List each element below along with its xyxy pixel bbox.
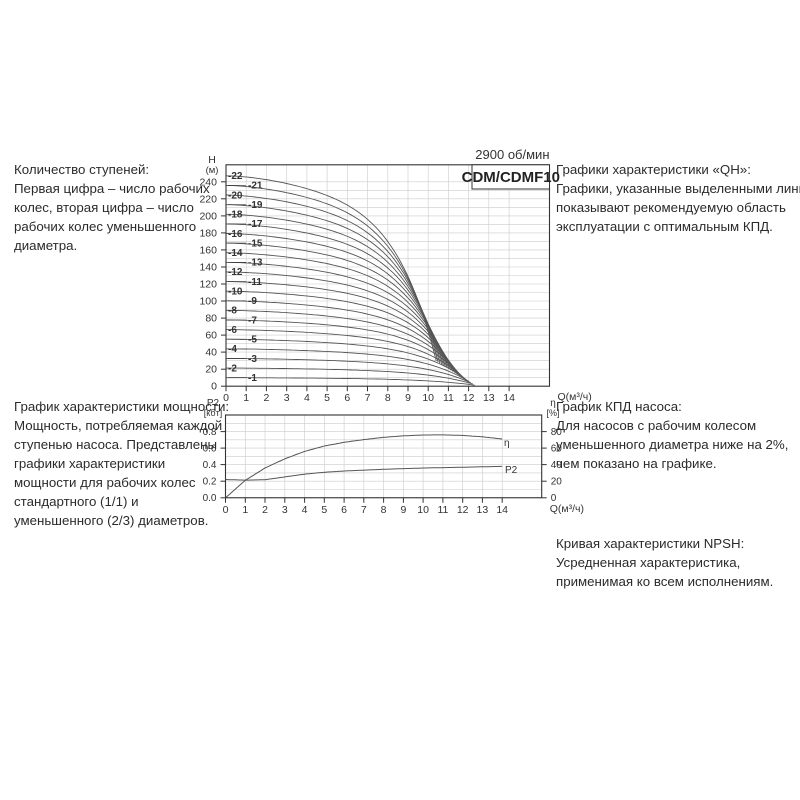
svg-text:40: 40	[551, 460, 563, 471]
svg-text:6: 6	[344, 392, 350, 404]
svg-text:8: 8	[385, 392, 391, 404]
svg-text:-10: -10	[228, 287, 243, 298]
svg-text:20: 20	[551, 477, 563, 488]
svg-text:-3: -3	[248, 354, 257, 365]
svg-text:0: 0	[223, 504, 229, 516]
svg-text:3: 3	[284, 392, 290, 404]
svg-text:0.4: 0.4	[203, 460, 217, 471]
svg-text:(м): (м)	[206, 165, 219, 176]
svg-text:12: 12	[457, 504, 469, 516]
svg-text:6: 6	[341, 504, 347, 516]
svg-text:11: 11	[443, 392, 454, 404]
svg-text:14: 14	[503, 392, 515, 404]
svg-text:[%]: [%]	[546, 408, 559, 418]
svg-text:-15: -15	[248, 238, 263, 249]
svg-text:-14: -14	[228, 248, 243, 259]
svg-text:10: 10	[422, 392, 434, 404]
svg-text:-18: -18	[228, 210, 243, 221]
svg-text:12: 12	[463, 392, 475, 404]
svg-text:-12: -12	[228, 267, 243, 278]
svg-text:13: 13	[483, 392, 495, 404]
svg-text:8: 8	[381, 504, 387, 516]
svg-text:2: 2	[263, 392, 269, 404]
svg-text:60: 60	[551, 444, 563, 455]
svg-text:-4: -4	[228, 344, 237, 355]
svg-text:0.0: 0.0	[203, 493, 217, 504]
svg-text:-2: -2	[228, 363, 237, 374]
svg-text:10: 10	[417, 504, 429, 516]
svg-text:100: 100	[199, 296, 217, 308]
svg-text:220: 220	[199, 193, 217, 205]
svg-text:80: 80	[205, 313, 217, 325]
svg-text:180: 180	[199, 227, 217, 239]
svg-text:4: 4	[302, 504, 308, 516]
svg-text:-7: -7	[248, 315, 257, 326]
svg-text:3: 3	[282, 504, 288, 516]
svg-text:[кбт]: [кбт]	[204, 408, 222, 418]
svg-text:160: 160	[199, 244, 217, 256]
svg-text:-13: -13	[248, 258, 263, 269]
svg-text:9: 9	[400, 504, 406, 516]
svg-text:7: 7	[361, 504, 367, 516]
svg-text:240: 240	[199, 176, 217, 188]
svg-text:CDM/CDMF10: CDM/CDMF10	[462, 169, 560, 186]
svg-text:200: 200	[199, 210, 217, 222]
svg-text:-22: -22	[228, 171, 243, 182]
svg-text:120: 120	[199, 279, 217, 291]
svg-text:0: 0	[211, 381, 217, 393]
svg-text:0: 0	[223, 392, 229, 404]
svg-text:0.6: 0.6	[203, 444, 217, 455]
svg-text:80: 80	[551, 427, 563, 438]
svg-text:-17: -17	[248, 219, 263, 230]
svg-text:20: 20	[205, 364, 217, 376]
svg-text:-19: -19	[248, 200, 263, 211]
svg-text:Q(м³/ч): Q(м³/ч)	[558, 391, 592, 403]
svg-text:P2: P2	[505, 465, 518, 476]
svg-text:-20: -20	[228, 190, 243, 201]
svg-text:5: 5	[321, 504, 327, 516]
svg-text:60: 60	[205, 330, 217, 342]
svg-text:13: 13	[477, 504, 489, 516]
svg-text:14: 14	[496, 504, 508, 516]
svg-text:0.8: 0.8	[203, 427, 217, 438]
svg-text:-11: -11	[248, 277, 262, 288]
svg-text:-21: -21	[248, 181, 263, 192]
svg-text:Q(м³/ч): Q(м³/ч)	[550, 503, 584, 515]
svg-text:4: 4	[304, 392, 310, 404]
svg-text:-16: -16	[228, 229, 243, 240]
svg-text:η: η	[504, 438, 510, 449]
svg-text:2900 об/мин: 2900 об/мин	[475, 147, 549, 162]
svg-text:9: 9	[405, 392, 411, 404]
svg-text:11: 11	[437, 504, 448, 516]
svg-text:1: 1	[242, 504, 248, 516]
svg-text:-6: -6	[228, 325, 237, 336]
svg-text:-1: -1	[248, 373, 257, 384]
svg-text:140: 140	[199, 262, 217, 274]
svg-text:-8: -8	[228, 306, 237, 317]
svg-text:-5: -5	[248, 335, 257, 346]
svg-text:0.2: 0.2	[203, 477, 217, 488]
svg-text:-9: -9	[248, 296, 257, 307]
svg-text:7: 7	[365, 392, 371, 404]
svg-text:40: 40	[205, 347, 217, 359]
svg-text:1: 1	[243, 392, 249, 404]
svg-text:2: 2	[262, 504, 268, 516]
svg-text:5: 5	[324, 392, 330, 404]
